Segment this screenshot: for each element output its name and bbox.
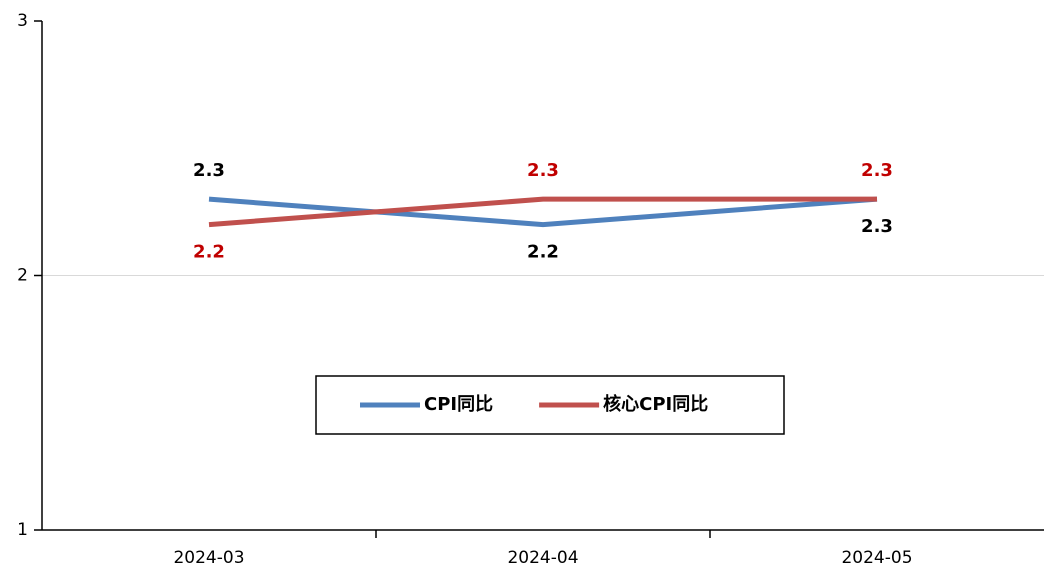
y-tick-label: 1 [17,520,28,540]
x-tick-label: 2024-03 [173,548,244,568]
series-line [208,196,877,228]
data-label: 2.2 [193,242,225,263]
data-label: 2.3 [527,160,559,181]
data-label: 2.2 [527,242,559,263]
y-tick-label: 2 [17,266,28,286]
data-label: 2.3 [861,160,893,181]
legend-label: 核心CPI同比 [603,393,708,415]
series-line [208,196,878,228]
x-tick-label: 2024-04 [507,548,578,568]
y-tick-label: 3 [17,11,28,31]
legend-label: CPI同比 [424,394,493,415]
data-label: 2.3 [861,216,893,237]
legend: CPI同比 核心CPI同比 [315,375,785,435]
data-label: 2.3 [193,160,225,181]
x-tick-label: 2024-05 [841,548,912,568]
